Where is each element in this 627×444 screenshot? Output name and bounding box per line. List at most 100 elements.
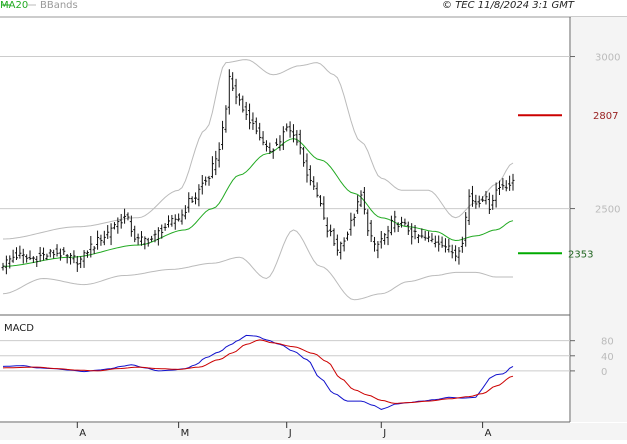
price-bar (359, 190, 363, 208)
price-bar (31, 256, 35, 263)
levels-layer: 2807 2353 (518, 111, 618, 260)
price-bar (244, 101, 248, 120)
price-bar (352, 213, 356, 227)
price-bar (136, 233, 140, 245)
price-bar (25, 254, 29, 263)
resistance-level-label: 2807 (593, 111, 618, 122)
price-bar (508, 175, 512, 191)
price-bar (45, 253, 49, 261)
price-tick-label: 3000 (595, 53, 620, 64)
price-bar (487, 192, 491, 214)
price-bar (96, 230, 100, 250)
bb-upper-line (2, 59, 514, 240)
price-bar (129, 215, 133, 237)
price-bar (511, 173, 515, 191)
month-tick-label: J (382, 428, 386, 439)
bb-lower-line (2, 229, 513, 301)
price-bar (298, 129, 302, 155)
price-bar (221, 120, 225, 150)
price-bar (160, 224, 164, 239)
price-bar (143, 236, 147, 250)
price-bar (427, 231, 431, 243)
macd-series-line (2, 334, 514, 410)
price-bar (325, 217, 329, 238)
macd-tick-label: 40 (601, 352, 614, 363)
price-bar (349, 212, 353, 236)
ma20-legend-label: MA20 (0, 0, 28, 11)
price-bar (89, 235, 93, 258)
price-bar (52, 249, 56, 259)
price-bar (396, 222, 400, 232)
price-bar (237, 93, 241, 106)
price-bar (217, 142, 221, 168)
price-bar (376, 241, 380, 259)
price-bar (65, 253, 69, 264)
price-bar (241, 95, 245, 113)
price-bar (423, 230, 427, 241)
price-bar (346, 231, 350, 241)
price-bar (410, 223, 414, 245)
price-bar (339, 241, 343, 260)
price-bar (440, 236, 444, 248)
price-bar (393, 210, 397, 233)
price-bar (180, 209, 184, 225)
price-bar (72, 250, 76, 264)
header: MA20 BBands © TEC 11/8/2024 3:1 GMT (0, 0, 575, 11)
month-tick-label: J (288, 428, 292, 439)
price-bar (119, 213, 123, 229)
price-bar (302, 146, 306, 167)
price-bar (501, 178, 505, 190)
price-bar (106, 225, 110, 239)
price-bar (156, 227, 160, 246)
price-bar (437, 235, 441, 252)
price-bar (197, 184, 201, 207)
price-bar (464, 212, 468, 247)
price-bar (234, 78, 238, 105)
price-bar (183, 205, 187, 220)
price-bar (470, 185, 474, 207)
price-bar (288, 121, 292, 138)
bbands-layer (2, 59, 514, 301)
price-bar (85, 250, 89, 258)
price-bar (48, 249, 52, 258)
price-bar (18, 245, 22, 259)
support-level-label: 2353 (568, 249, 593, 260)
price-bar (1, 262, 5, 271)
price-bar (11, 249, 15, 263)
price-bar (416, 234, 420, 244)
price-bar (369, 220, 373, 243)
price-bar (268, 142, 272, 154)
price-bar (295, 130, 299, 146)
price-bar (200, 174, 204, 195)
price-bar (497, 180, 501, 196)
price-bar (386, 225, 390, 246)
price-bar (450, 244, 454, 259)
frame: MACD (0, 16, 627, 440)
ma20-layer (3, 138, 514, 267)
price-bar (484, 190, 488, 205)
price-bar (38, 246, 42, 262)
price-bar (291, 124, 295, 143)
price-bar (112, 222, 116, 230)
ma20-line (3, 138, 514, 267)
price-bar (194, 192, 198, 205)
price-bar (261, 131, 265, 146)
price-bar (433, 235, 437, 248)
price-bar (281, 126, 285, 151)
price-bar (477, 195, 481, 208)
price-bar (342, 237, 346, 252)
price-bar (413, 225, 417, 240)
price-bar (447, 238, 451, 253)
price-bar (308, 165, 312, 186)
price-bar (379, 230, 383, 249)
price-bar (332, 228, 336, 246)
price-bar (82, 250, 86, 268)
price-bar (55, 244, 59, 257)
price-bar (116, 217, 120, 234)
price-bar (275, 138, 279, 147)
price-bar (460, 236, 464, 253)
price-bar (278, 135, 282, 151)
price-bar (335, 234, 339, 256)
price-bar (170, 214, 174, 227)
price-bar (356, 195, 360, 214)
